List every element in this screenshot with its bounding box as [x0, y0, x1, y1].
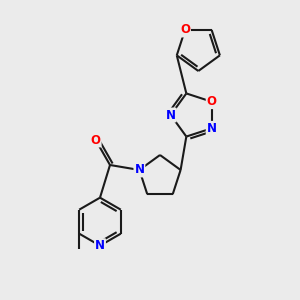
Text: O: O	[180, 23, 190, 37]
Text: N: N	[166, 109, 176, 122]
Text: N: N	[134, 164, 144, 176]
Text: O: O	[91, 134, 101, 146]
Text: N: N	[95, 239, 105, 252]
Text: N: N	[207, 122, 217, 135]
Text: O: O	[207, 95, 217, 108]
